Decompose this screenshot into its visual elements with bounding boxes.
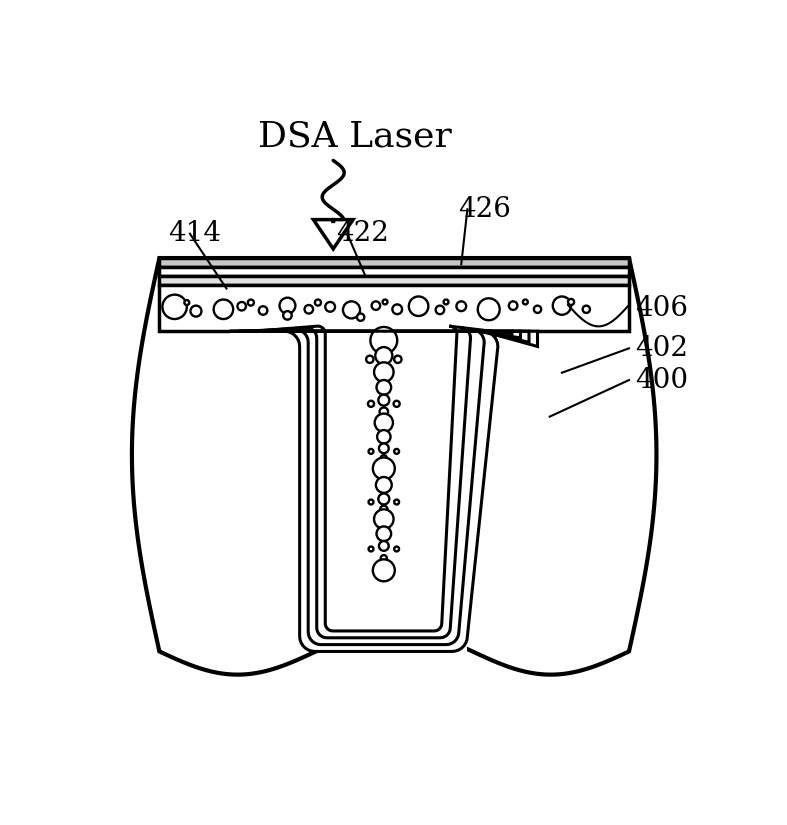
Text: DSA Laser: DSA Laser: [257, 119, 452, 153]
Circle shape: [394, 500, 399, 504]
Circle shape: [248, 299, 254, 305]
Bar: [159, 258, 629, 267]
Circle shape: [379, 394, 390, 406]
Circle shape: [368, 546, 374, 551]
Circle shape: [393, 304, 402, 314]
Circle shape: [394, 449, 399, 454]
Text: 402: 402: [635, 335, 688, 362]
Circle shape: [382, 299, 387, 304]
Circle shape: [381, 555, 387, 561]
Circle shape: [373, 559, 395, 582]
Circle shape: [509, 301, 517, 310]
Circle shape: [366, 356, 374, 363]
Circle shape: [377, 430, 390, 444]
Text: 426: 426: [458, 196, 511, 223]
Circle shape: [368, 449, 374, 454]
Circle shape: [368, 500, 374, 504]
Circle shape: [375, 413, 393, 431]
Circle shape: [379, 444, 389, 453]
Circle shape: [444, 299, 449, 304]
Circle shape: [380, 506, 387, 513]
Circle shape: [379, 493, 390, 504]
Circle shape: [374, 509, 394, 529]
FancyArrow shape: [313, 219, 353, 249]
Circle shape: [376, 380, 391, 394]
Circle shape: [381, 455, 387, 461]
Circle shape: [408, 296, 428, 316]
Circle shape: [315, 299, 321, 305]
Text: 422: 422: [336, 220, 389, 248]
Circle shape: [343, 301, 360, 318]
Circle shape: [368, 401, 374, 407]
Circle shape: [478, 299, 500, 320]
Text: 414: 414: [168, 220, 221, 248]
Circle shape: [259, 306, 268, 315]
Circle shape: [523, 299, 528, 304]
Circle shape: [371, 301, 380, 310]
Circle shape: [238, 302, 246, 310]
Circle shape: [371, 327, 397, 354]
Circle shape: [379, 408, 388, 416]
Polygon shape: [230, 331, 538, 652]
Circle shape: [379, 541, 389, 551]
Circle shape: [283, 311, 292, 319]
Circle shape: [373, 458, 395, 479]
Circle shape: [162, 295, 187, 319]
Circle shape: [552, 296, 571, 315]
Circle shape: [357, 314, 364, 321]
Circle shape: [582, 305, 590, 313]
Circle shape: [456, 301, 466, 311]
Bar: [159, 285, 629, 331]
Circle shape: [568, 299, 575, 305]
Circle shape: [190, 305, 201, 317]
Circle shape: [436, 305, 444, 314]
Circle shape: [279, 298, 295, 314]
Bar: [159, 276, 629, 285]
Circle shape: [534, 305, 541, 313]
Circle shape: [305, 305, 313, 314]
Bar: [159, 267, 629, 276]
Circle shape: [394, 401, 400, 407]
Polygon shape: [132, 258, 656, 675]
Text: 406: 406: [635, 295, 688, 322]
Text: 400: 400: [635, 366, 689, 394]
Circle shape: [394, 356, 401, 363]
Circle shape: [376, 477, 392, 493]
Circle shape: [213, 299, 233, 319]
Circle shape: [374, 362, 394, 382]
Circle shape: [184, 300, 189, 305]
Circle shape: [375, 347, 393, 364]
Circle shape: [325, 302, 335, 312]
Circle shape: [376, 526, 391, 541]
Circle shape: [394, 546, 399, 551]
